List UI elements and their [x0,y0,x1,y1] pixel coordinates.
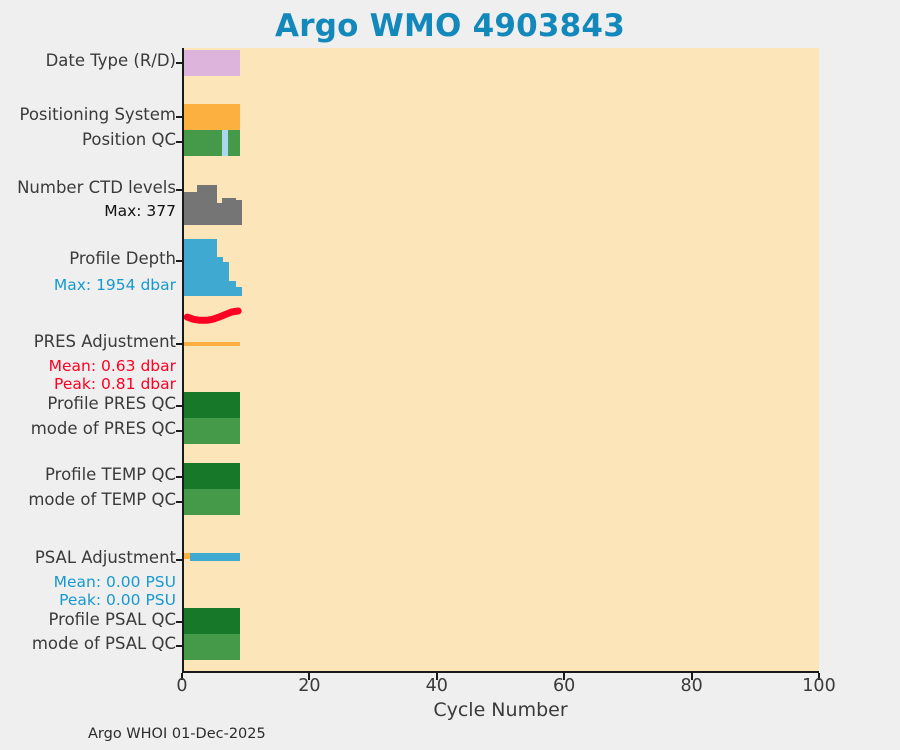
row-label-mode-temp-qc: mode of TEMP QC [28,490,176,509]
series-step-bar [215,202,223,225]
series-step-bar [228,198,236,225]
y-axis-tick [176,559,183,561]
series-step-bar [203,239,211,296]
series-step-bar [234,287,242,296]
psal-adjustment-line [190,553,241,561]
row-label-positioning: Positioning System [19,105,176,124]
y-axis-tick [176,645,183,647]
series-step-bar [184,192,192,225]
x-axis-tick [563,673,566,680]
x-axis-tick [308,673,311,680]
psal-zero-stub [184,553,191,559]
y-axis-tick [176,116,183,118]
x-axis-tick-label: 40 [425,676,448,696]
row-label-profile-pres-qc: Profile PRES QC [47,394,176,413]
row-label-pres-adjustment: PRES Adjustment [33,332,176,351]
series-step-bar [190,239,198,296]
y-axis-tick [176,621,183,623]
series-step-bar [209,239,217,296]
series-step-bar [209,185,217,225]
x-axis-tick [690,673,693,680]
row-sublabel-depth-max: Max: 1954 dbar [53,276,176,294]
row-label-mode-pres-qc: mode of PRES QC [30,419,176,438]
row-label-column: Date Type (R/D) Positioning System Positio… [0,48,183,673]
plot-series-layer [184,48,819,671]
series-band-segment [184,50,241,76]
figure-footer: Argo WHOI 01-Dec-2025 [88,726,266,742]
adjustment-line-path [184,307,242,324]
row-sublabel-psal-peak: Peak: 0.00 PSU [59,591,176,609]
series-band-segment [227,130,241,156]
series-band-segment [184,418,241,444]
row-sublabel-psal-mean: Mean: 0.00 PSU [53,573,176,591]
series-band-segment [184,463,241,489]
row-sublabel-ctd-max: Max: 377 [104,202,176,220]
row-sublabel-pres-mean: Mean: 0.63 dbar [48,357,176,375]
zero-reference-line [184,342,241,346]
plot-area [182,48,819,673]
series-band-segment [184,392,241,418]
series-step-bar [234,199,242,225]
row-label-profile-psal-qc: Profile PSAL QC [48,610,176,629]
series-band-segment [184,608,241,634]
x-axis-tick [818,673,820,680]
series-band-segment [222,130,228,156]
series-band-segment [184,130,223,156]
series-band-segment [184,104,241,130]
x-axis-tick-label: 60 [553,676,576,696]
series-step-bar [184,239,192,296]
row-label-psal-adjustment: PSAL Adjustment [34,548,176,567]
x-axis-tick-label: 80 [680,676,703,696]
x-axis-tick-label: 20 [298,676,321,696]
series-step-bar [222,262,230,296]
y-axis-tick [176,476,183,478]
x-axis-tick [435,673,438,680]
y-axis-tick [176,501,183,503]
series-band-segment [184,489,241,515]
series-step-bar [196,185,204,225]
series-band-segment [184,634,241,660]
row-sublabel-pres-peak: Peak: 0.81 dbar [54,375,176,393]
y-axis-tick [176,62,183,64]
series-step-bar [222,198,230,225]
y-axis-tick [176,189,183,191]
x-axis-title: Cycle Number [433,699,568,721]
row-label-ctd-levels: Number CTD levels [17,178,176,197]
series-step-bar [203,185,211,225]
row-label-date-type: Date Type (R/D) [45,51,176,70]
row-label-mode-psal-qc: mode of PSAL QC [31,634,176,653]
x-axis-tick [181,673,183,680]
series-step-bar [196,239,204,296]
y-axis-tick [176,430,183,432]
row-label-profile-depth: Profile Depth [69,249,176,268]
y-axis-tick [176,141,183,143]
series-step-bar [190,192,198,225]
series-step-bar [228,281,236,296]
x-axis-tick-label: 100 [802,676,836,696]
y-axis-tick [176,260,183,262]
y-axis-tick [176,405,183,407]
row-label-position-qc: Position QC [82,130,176,149]
row-label-profile-temp-qc: Profile TEMP QC [45,465,176,484]
series-step-bar [215,256,223,296]
page-title: Argo WMO 4903843 [275,8,625,44]
x-axis-tick-label: 0 [176,676,188,696]
y-axis-tick [176,343,183,345]
